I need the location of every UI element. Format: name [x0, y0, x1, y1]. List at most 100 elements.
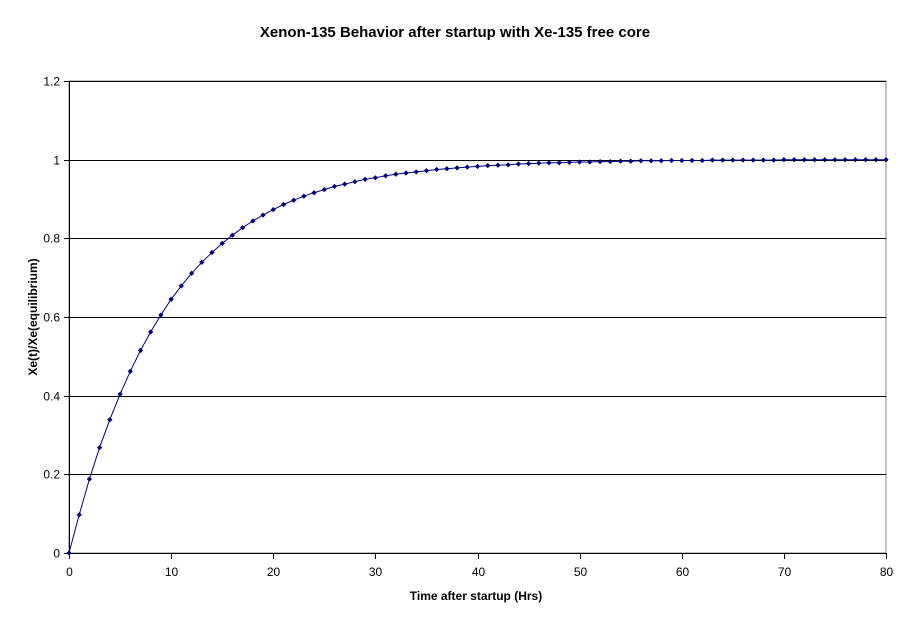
chart-title: Xenon-135 Behavior after startup with Xe… [260, 24, 650, 41]
data-point [648, 158, 654, 164]
data-point [536, 160, 542, 166]
data-point [372, 175, 379, 181]
axes [69, 81, 886, 554]
data-point [709, 157, 716, 163]
data-point [270, 206, 276, 213]
series-group [66, 156, 889, 556]
data-point [689, 157, 695, 164]
y-tick-label: 0 [53, 547, 60, 561]
x-tick-label: 20 [267, 565, 281, 579]
data-point [576, 159, 583, 165]
data-point [321, 186, 328, 193]
data-point [229, 232, 236, 238]
data-point [607, 158, 614, 165]
data-point [178, 283, 185, 289]
data-point [770, 157, 777, 163]
data-point [515, 161, 522, 167]
data-point [331, 183, 338, 190]
data-point [852, 156, 859, 163]
data-point [638, 158, 644, 164]
data-point [862, 156, 869, 163]
data-point [842, 156, 848, 163]
data-point [832, 156, 838, 163]
data-point [137, 347, 144, 354]
data-point [362, 176, 368, 183]
data-point [525, 160, 532, 167]
data-point [382, 173, 389, 179]
data-point [801, 156, 808, 163]
data-point [791, 156, 797, 163]
data-point [219, 240, 225, 247]
data-point [352, 178, 358, 185]
data-point [311, 189, 317, 196]
data-point [147, 329, 154, 335]
data-point [107, 416, 113, 423]
data-point [679, 157, 685, 164]
data-point [260, 212, 266, 218]
data-point [750, 157, 756, 163]
data-point [505, 162, 511, 168]
data-point [76, 512, 82, 518]
x-tick-label: 50 [574, 565, 588, 579]
x-tick-label: 30 [369, 565, 383, 579]
y-tick-label: 0.4 [43, 390, 60, 404]
data-point [719, 157, 726, 163]
x-tick-label: 40 [472, 565, 486, 579]
data-point [86, 476, 93, 482]
data-point [781, 156, 787, 163]
data-point [699, 157, 705, 164]
y-tick-label: 0.8 [43, 232, 60, 246]
y-tick-label: 1.2 [43, 75, 60, 89]
data-point [740, 157, 746, 163]
data-point [168, 296, 174, 303]
data-point [239, 224, 246, 231]
data-point [587, 159, 593, 165]
data-point [730, 157, 736, 163]
data-point [464, 164, 471, 170]
y-tick-label: 0.2 [43, 468, 60, 482]
series-line [68, 159, 886, 554]
data-point [66, 550, 72, 556]
data-point [433, 166, 440, 173]
data-point [209, 249, 215, 256]
x-axis-ticks: 0 10 20 30 40 50 60 70 80 [66, 553, 893, 579]
data-point [873, 156, 879, 163]
data-point [658, 158, 665, 164]
y-tick-label: 0.6 [43, 311, 60, 325]
data-point [883, 156, 889, 163]
gridlines [69, 81, 886, 475]
data-point [454, 165, 460, 171]
data-point [199, 259, 205, 266]
data-point [393, 171, 399, 177]
data-point [301, 193, 307, 199]
data-point [280, 201, 287, 208]
data-point [821, 156, 828, 163]
data-point [423, 167, 430, 174]
data-point [188, 270, 195, 277]
data-point [403, 170, 409, 176]
data-point [96, 444, 103, 451]
x-axis-label: Time after startup (Hrs) [410, 589, 542, 603]
y-axis-ticks: 0 0.2 0.4 0.6 0.8 1 1.2 [43, 75, 69, 561]
data-point [617, 158, 624, 164]
data-point [484, 162, 491, 169]
data-point [760, 157, 767, 163]
data-point [444, 165, 450, 172]
data-point [566, 159, 573, 166]
y-axis-label: Xe(t)/Xe(equilibrium) [26, 258, 40, 375]
data-point [627, 158, 634, 164]
y-tick-label: 1 [53, 154, 60, 168]
x-tick-label: 0 [66, 565, 73, 579]
data-point [250, 218, 256, 224]
x-tick-label: 10 [165, 565, 179, 579]
data-point [597, 158, 603, 165]
x-tick-label: 80 [880, 565, 894, 579]
data-point [474, 163, 481, 170]
data-point [546, 160, 552, 166]
x-tick-label: 70 [778, 565, 792, 579]
data-point [495, 162, 501, 168]
data-point [158, 312, 164, 318]
data-point [811, 156, 818, 163]
